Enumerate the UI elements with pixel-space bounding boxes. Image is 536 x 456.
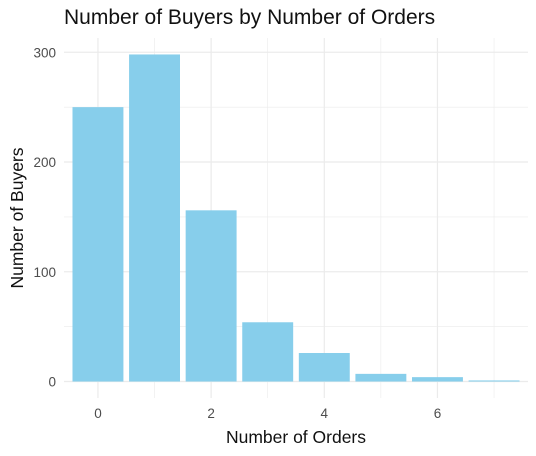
tick-labels: 0 100 200 300 0 2 4 6 [33,45,441,421]
bars-layer [72,54,520,382]
x-axis-title: Number of Orders [226,427,366,447]
x-tick-label: 4 [321,406,329,421]
x-tick-label: 2 [207,406,215,421]
bar [412,377,463,382]
y-tick-label: 0 [48,375,56,390]
bar [298,353,350,382]
y-tick-label: 300 [33,45,56,60]
y-tick-label: 200 [33,155,56,170]
bar [185,210,237,382]
x-tick-label: 0 [94,406,102,421]
bar [355,373,407,382]
chart-title: Number of Buyers by Number of Orders [64,6,436,29]
y-tick-label: 100 [33,265,56,280]
bar [72,107,124,382]
bar [242,322,294,382]
x-tick-label: 6 [434,406,442,421]
y-axis-title: Number of Buyers [7,147,27,288]
bar [129,54,180,382]
bar [468,380,520,382]
